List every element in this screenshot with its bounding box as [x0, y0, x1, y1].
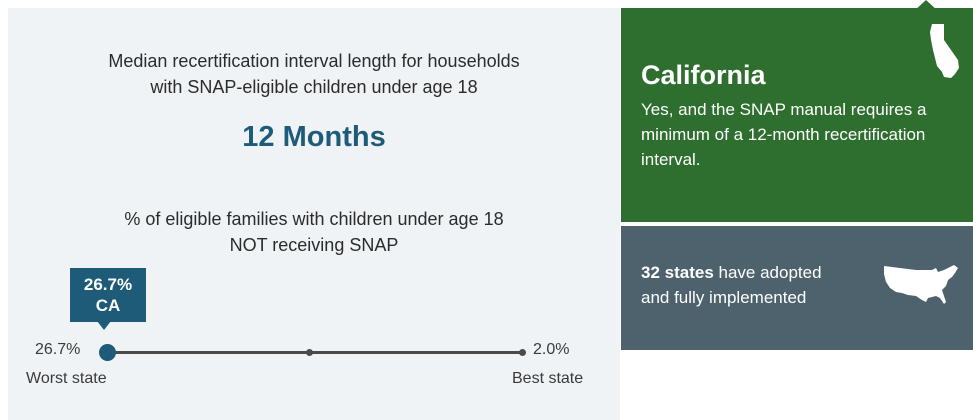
best-state-value: 2.0% [533, 341, 570, 358]
snap-gap-caption-line1: % of eligible families with children und… [124, 209, 504, 229]
scale-best-dot [519, 349, 526, 356]
state-name: California [641, 60, 766, 90]
worst-state-value: 26.7% [35, 341, 81, 358]
ca-value-badge: 26.7% CA [70, 268, 146, 322]
scale-line [108, 351, 525, 354]
california-shape-icon [930, 24, 959, 78]
states-adopted-line1: 32 states have adopted [641, 260, 822, 285]
states-adopted-rest: have adopted [713, 263, 822, 282]
interval-caption: Median recertification interval length f… [8, 48, 620, 100]
states-count: 32 states [641, 263, 714, 282]
interval-caption-line2: with SNAP-eligible children under age 18 [150, 77, 478, 97]
ca-marker-dot [99, 344, 116, 361]
states-adopted-text: 32 states have adopted and fully impleme… [641, 260, 822, 310]
states-adopted-line2: and fully implemented [641, 288, 807, 307]
snap-gap-caption-line2: NOT receiving SNAP [229, 235, 399, 255]
worst-state-label: Worst state [26, 370, 107, 387]
state-description: Yes, and the SNAP manual requires a mini… [641, 100, 927, 169]
ca-badge-value: 26.7% [83, 275, 133, 294]
ca-badge-state: CA [95, 296, 121, 315]
snap-gap-caption: % of eligible families with children und… [8, 206, 620, 258]
scale-midpoint-dot [306, 349, 313, 356]
interval-caption-line1: Median recertification interval length f… [108, 51, 520, 71]
state-panel: California Yes, and the SNAP manual requ… [621, 8, 973, 222]
recertification-panel: Median recertification interval length f… [8, 8, 620, 420]
usa-map-icon [884, 265, 958, 304]
ca-badge-pointer [97, 321, 111, 330]
interval-value: 12 Months [242, 121, 386, 153]
best-state-label: Best state [512, 370, 584, 387]
